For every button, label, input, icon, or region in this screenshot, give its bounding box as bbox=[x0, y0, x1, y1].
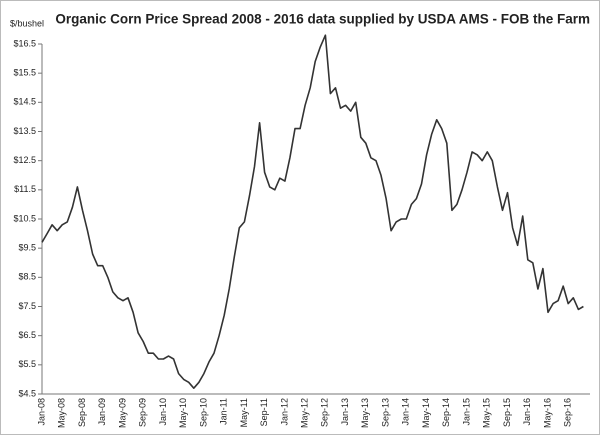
x-tick-label: May-09 bbox=[117, 398, 127, 428]
x-tick-label: Sep-16 bbox=[563, 398, 573, 427]
x-tick-label: Jan-16 bbox=[522, 398, 532, 426]
x-tick-label: Sep-14 bbox=[441, 398, 451, 427]
y-axis-label: $/bushel bbox=[10, 18, 44, 28]
y-tick-label: $16.5 bbox=[13, 38, 36, 48]
y-tick-label: $11.5 bbox=[14, 184, 36, 194]
chart-title: Organic Corn Price Spread 2008 - 2016 da… bbox=[55, 12, 590, 27]
x-tick-label: May-15 bbox=[482, 398, 492, 428]
x-tick-label: May-10 bbox=[178, 398, 188, 428]
x-tick-label: May-08 bbox=[57, 398, 67, 428]
x-tick-label: Jan-12 bbox=[279, 398, 289, 426]
x-tick-label: Jan-09 bbox=[97, 398, 107, 426]
x-tick-label: Jan-11 bbox=[219, 398, 229, 425]
x-tick-label: Jan-10 bbox=[158, 398, 168, 426]
y-tick-label: $14.5 bbox=[13, 97, 36, 107]
y-tick-label: $6.5 bbox=[18, 330, 36, 340]
x-tick-label: May-14 bbox=[421, 398, 431, 428]
x-tick-label: May-11 bbox=[239, 398, 249, 427]
y-tick-label: $10.5 bbox=[13, 213, 36, 223]
x-tick-label: Sep-13 bbox=[380, 398, 390, 427]
y-tick-label: $12.5 bbox=[13, 155, 36, 165]
x-tick-label: Sep-08 bbox=[77, 398, 87, 427]
price-line bbox=[41, 34, 584, 389]
x-tick-label: May-13 bbox=[360, 398, 370, 428]
y-tick-label: $4.5 bbox=[18, 388, 36, 398]
x-tick-label: Jan-13 bbox=[340, 398, 350, 426]
x-tick-label: Jan-15 bbox=[461, 398, 471, 426]
y-tick-label: $5.5 bbox=[18, 359, 36, 369]
y-tick-label: $13.5 bbox=[13, 126, 36, 136]
x-tick-label: May-12 bbox=[299, 398, 309, 428]
x-tick-label: Sep-15 bbox=[502, 398, 512, 427]
y-tick-label: $7.5 bbox=[18, 301, 36, 311]
x-tick-label: Sep-10 bbox=[198, 398, 208, 427]
x-tick-label: Sep-11 bbox=[259, 398, 269, 426]
x-tick-label: Sep-09 bbox=[138, 398, 148, 427]
x-tick-label: Sep-12 bbox=[320, 398, 330, 427]
y-tick-label: $9.5 bbox=[18, 243, 36, 253]
y-tick-label: $15.5 bbox=[13, 68, 36, 78]
x-tick-label: Jan-14 bbox=[401, 398, 411, 426]
y-tick-label: $8.5 bbox=[18, 272, 36, 282]
x-tick-label: May-16 bbox=[542, 398, 552, 428]
x-tick-label: Jan-08 bbox=[36, 398, 46, 426]
